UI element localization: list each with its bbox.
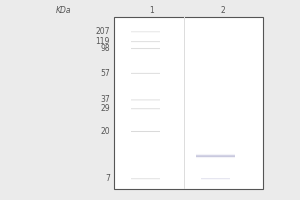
Text: 207: 207 [95,27,110,36]
Text: 57: 57 [100,69,110,78]
Text: KDa: KDa [56,6,72,15]
Bar [196,156,235,157]
Bar [196,152,235,153]
Text: 98: 98 [100,44,110,53]
Text: 1: 1 [149,6,154,15]
Bar [196,153,235,154]
Text: 20: 20 [100,127,110,136]
Bar [196,159,235,160]
Text: 7: 7 [105,174,110,183]
Bar [196,154,235,155]
Text: 29: 29 [100,104,110,113]
Text: 37: 37 [100,96,110,104]
Bar [114,17,263,189]
Bar [196,155,235,156]
Bar [184,17,185,189]
Text: 119: 119 [95,37,110,46]
Bar [196,157,235,158]
Text: 2: 2 [220,6,225,15]
Bar [196,158,235,159]
